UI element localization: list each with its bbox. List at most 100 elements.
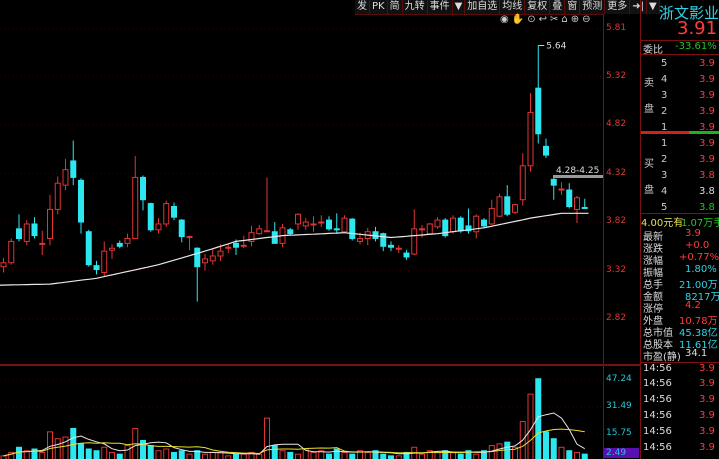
stat-value: 4.2 xyxy=(685,300,701,311)
candle-body xyxy=(442,219,449,237)
tick-time: 14:56 xyxy=(643,410,672,421)
hand-icon[interactable]: ✋ xyxy=(511,14,525,25)
kline-chart[interactable]: 5.64 4.28-4.25 xyxy=(0,0,640,459)
price: 3.9 xyxy=(699,106,715,117)
price: 3.8 xyxy=(699,170,715,181)
volume-bar xyxy=(349,453,356,459)
tick-row: 14:56 3.9 xyxy=(641,442,719,456)
candle-body xyxy=(543,145,549,156)
volume-bar xyxy=(488,445,495,459)
stat-value: 10.78万 xyxy=(679,316,718,327)
volume-bar xyxy=(93,450,100,459)
price: 3.9 xyxy=(699,58,715,69)
toolbar-button[interactable]: ▼ xyxy=(647,0,660,14)
play-circle-icon[interactable]: ⊙ xyxy=(527,14,536,25)
volume-bar xyxy=(31,448,38,459)
candle-body xyxy=(512,204,518,213)
toolbar-button[interactable]: ▼ xyxy=(452,0,466,14)
volume-bar xyxy=(209,451,216,459)
candle-body xyxy=(209,255,216,262)
candle-body xyxy=(217,250,224,257)
volume-bar xyxy=(279,450,286,459)
toolbar-button[interactable]: 九转 xyxy=(402,0,428,14)
volume-bar xyxy=(364,451,371,459)
level: 3 xyxy=(661,170,668,181)
candle-body xyxy=(248,232,255,242)
toolbar-button[interactable]: 均线 xyxy=(500,0,526,14)
zoom-out-icon[interactable]: ⊖ xyxy=(582,14,591,25)
toolbar-button[interactable]: PK xyxy=(370,0,388,14)
price-tick: 2.82 xyxy=(606,313,627,324)
price: 3.9 xyxy=(699,74,715,85)
toolbar-button[interactable]: ➜| xyxy=(630,0,648,14)
volume-bar xyxy=(217,451,224,459)
lock-icon[interactable]: ⌂ xyxy=(561,14,568,25)
buy-label-2: 盘 xyxy=(644,185,654,196)
buy-row: 4 3.8 xyxy=(641,186,719,200)
candle-body xyxy=(101,250,108,273)
toolbar-button[interactable]: 发 xyxy=(355,0,370,14)
stock-price: 3.91 xyxy=(677,18,718,39)
volume-bar xyxy=(450,451,456,459)
candle-body xyxy=(527,111,534,167)
candle-body xyxy=(124,238,131,244)
volume-bar xyxy=(178,450,185,459)
zoom-in-icon[interactable]: ⊕ xyxy=(570,14,580,25)
candle-body xyxy=(23,223,30,242)
candle-body xyxy=(426,223,433,235)
note-qty: 1.07万手 xyxy=(681,218,719,229)
high-label: 5.64 xyxy=(546,41,566,51)
toolbar-button[interactable]: 事件 xyxy=(427,0,453,14)
toolbar-button[interactable]: 加自选 xyxy=(465,0,501,14)
volume-bar xyxy=(85,448,92,459)
tick-price: 3.9 xyxy=(699,442,715,453)
volume-bar xyxy=(62,436,69,459)
candle-body xyxy=(70,160,77,178)
stat-value: 34.1 xyxy=(685,348,708,359)
buy-row: 1 3.9 xyxy=(641,138,719,152)
volume-bar xyxy=(326,453,332,459)
sell-row: 1 3.9 xyxy=(641,122,719,136)
toolbar-button[interactable]: 简 xyxy=(387,0,403,14)
chart-tools: ◉ ✋ ⊙ ↩ ✂ ⌂ ⊕ ⊖ xyxy=(500,14,591,25)
candle-body xyxy=(271,231,278,244)
stat-label: 金额 xyxy=(643,292,663,303)
volume-bar xyxy=(78,443,84,459)
tick-time: 14:56 xyxy=(643,394,672,405)
stat-label: 外盘 xyxy=(643,316,663,327)
volume-bar xyxy=(481,450,487,459)
toolbar-button[interactable]: 更多 xyxy=(605,0,631,14)
volume-bar xyxy=(496,443,503,459)
price-tick: 3.32 xyxy=(606,264,627,275)
volume-ma10-line xyxy=(3,428,585,457)
eye-icon[interactable]: ◉ xyxy=(500,14,509,25)
volume-bar xyxy=(124,445,131,459)
toolbar-button[interactable]: 预测 xyxy=(580,0,606,14)
candle-body xyxy=(194,247,201,268)
scissors-icon[interactable]: ✂ xyxy=(549,14,559,25)
weibi-bar-buy xyxy=(689,131,719,134)
level: 2 xyxy=(661,106,668,117)
undo-icon[interactable]: ↩ xyxy=(538,14,547,25)
weibi-row: 委比 -33.61% xyxy=(641,40,719,56)
toolbar-button[interactable]: 窗 xyxy=(565,0,581,14)
volume-bar xyxy=(109,451,115,459)
level: 5 xyxy=(661,58,668,69)
volume-bar xyxy=(16,446,22,459)
candle-body xyxy=(93,265,100,271)
volume-bar xyxy=(310,451,317,459)
toolbar-button[interactable]: 复权 xyxy=(525,0,551,14)
candle-body xyxy=(155,223,162,231)
level: 3 xyxy=(661,90,668,101)
tick-price: 3.9 xyxy=(699,378,715,389)
volume-current: 2.49 xyxy=(604,448,639,458)
stat-row: 涨跌 +0.0 xyxy=(641,240,719,255)
level: 4 xyxy=(661,74,668,85)
candle-body xyxy=(240,244,247,247)
candle-body xyxy=(54,182,61,210)
volume-bar xyxy=(287,451,294,459)
toolbar-button[interactable]: 叠 xyxy=(550,0,566,14)
volume-bar xyxy=(341,451,348,459)
stat-value: +0.0 xyxy=(685,240,710,251)
sell-row: 4 3.9 xyxy=(641,74,719,88)
